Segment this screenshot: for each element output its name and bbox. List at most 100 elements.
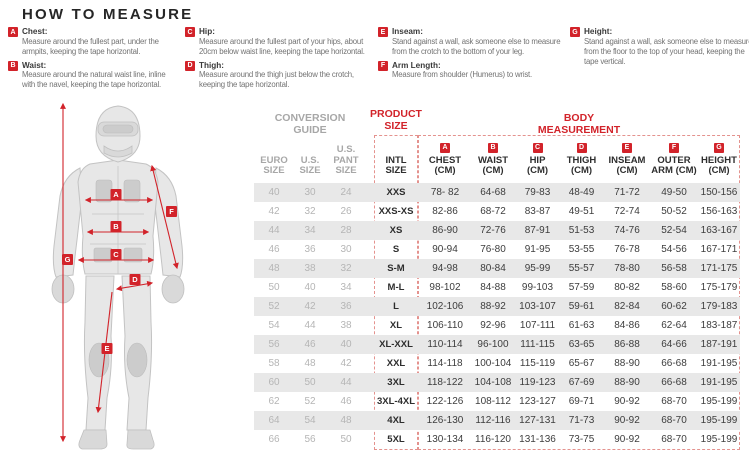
rider-left-boot [78, 429, 108, 450]
measure-letter-badge: F [378, 60, 388, 71]
table-cell: 30 [304, 187, 316, 198]
figure-label-height: G [62, 254, 73, 265]
table-cell: 80-82 [614, 282, 640, 293]
table-cell: 42 [340, 358, 352, 369]
figure-label-waist: B [110, 221, 122, 232]
table-cell: 55-57 [568, 263, 595, 274]
table-cell: 63-65 [568, 339, 595, 350]
column-header-intl-size: INTL SIZE [385, 154, 407, 177]
table-cell: 131-136 [519, 434, 556, 445]
table-cell: 91-95 [524, 244, 551, 255]
table-row: 42 32 26 XXS-XS 82-86 68-72 83-87 49-51 72-74 50-… [254, 202, 740, 221]
table-cell: 66 [268, 434, 280, 445]
table-cell: 26 [340, 206, 352, 217]
table-cell: 156-163 [700, 206, 738, 217]
instruction-content: Height: Stand against a wall, ask someone… [584, 27, 749, 67]
table-row: 56 46 40 XL-XXL 110-114 96-100 111-115 63-65 86-… [254, 335, 740, 354]
measure-instruction-a: A Chest: Measure around the fullest part, … [8, 27, 176, 57]
table-cell: 179-183 [700, 301, 738, 312]
table-cell: 86-88 [614, 339, 640, 350]
table-cell: 24 [340, 187, 352, 198]
table-cell: 38 [304, 263, 316, 274]
table-cell: 171-175 [700, 263, 738, 274]
table-cell: 68-72 [480, 206, 506, 217]
table-cell: 187-191 [700, 339, 738, 350]
table-row: 40 30 24 XXS 78- 82 64-68 79-83 48-49 71-72 49-50… [254, 183, 740, 202]
instruction-text: Stand against a wall, ask someone else t… [584, 36, 749, 66]
table-row: 66 56 50 5XL 130-134 116-120 131-136 73-75 90-92… [254, 430, 740, 449]
column-letter-badge: A [440, 142, 450, 153]
table-cell: 111-115 [520, 339, 555, 350]
table-cell: 52-54 [661, 225, 687, 236]
table-cell: 83-87 [524, 206, 551, 217]
table-row: 64 54 48 4XL 126-130 112-116 127-131 71-73 90-92… [254, 411, 740, 430]
instruction-label: Hip: [199, 27, 215, 36]
column-letter-badge: B [488, 142, 498, 153]
table-cell: 115-119 [519, 358, 556, 369]
table-cell: 130-134 [426, 434, 464, 445]
measure-instruction-d: D Thigh: Measure around the thigh just bel… [185, 60, 373, 91]
rider-right-boot [126, 429, 155, 450]
table-cell: 58 [268, 358, 280, 369]
table-cell: 44 [340, 377, 352, 388]
table-cell: 42 [304, 301, 316, 312]
cell-intl-size: XXS-XS [378, 206, 414, 217]
table-cell: 34 [340, 282, 352, 293]
table-cell: 167-171 [700, 244, 738, 255]
table-cell: 51-53 [568, 225, 595, 236]
table-cell: 100-104 [474, 358, 512, 369]
table-cell: 71-72 [614, 187, 640, 198]
figure-label-hip: C [110, 249, 122, 260]
body-measurement-outline [418, 135, 740, 450]
table-cell: 99-103 [521, 282, 554, 293]
table-cell: 88-92 [480, 301, 506, 312]
table-cell: 163-167 [700, 225, 738, 236]
instruction-content: Thigh: Measure around the thigh just belo… [199, 61, 354, 91]
table-cell: 102-106 [426, 301, 464, 312]
figure-label-inseam: E [101, 343, 113, 354]
table-cell: 48 [340, 415, 352, 426]
table-cell: 48 [268, 263, 280, 274]
table-cell: 32 [304, 206, 316, 217]
table-cell: 84-86 [614, 320, 640, 331]
table-row: 48 38 32 S-M 94-98 80-84 95-99 55-57 78-80 56-58 1… [254, 259, 740, 278]
table-cell: 58-60 [661, 282, 687, 293]
measure-instruction-e: E Inseam: Stand against a wall, ask someon… [378, 27, 566, 57]
table-cell: 195-199 [700, 415, 738, 426]
table-cell: 30 [340, 244, 352, 255]
instruction-column-1: A Chest: Measure around the fullest part, … [8, 27, 176, 94]
cell-intl-size: M-L [387, 282, 405, 293]
table-cell: 95-99 [524, 263, 551, 274]
table-cell: 42 [268, 206, 280, 217]
rider-right-glove [161, 274, 185, 304]
rider-right-knee-pad [126, 342, 148, 378]
table-cell: 50 [268, 282, 280, 293]
table-cell: 64 [268, 415, 280, 426]
table-cell: 114-118 [427, 358, 463, 369]
table-cell: 56 [268, 339, 280, 350]
table-cell: 54 [304, 415, 316, 426]
instruction-column-3: E Inseam: Stand against a wall, ask someon… [378, 27, 566, 84]
table-cell: 40 [304, 282, 316, 293]
product-size-outline [374, 135, 418, 450]
figure-letter-a: A [113, 190, 119, 199]
table-cell: 195-199 [700, 396, 738, 407]
figure-letter-f: F [169, 207, 174, 216]
cell-intl-size: XXS [386, 187, 406, 198]
cell-intl-size: XL-XXL [379, 339, 413, 350]
measure-letter-badge: A [8, 27, 18, 37]
column-header-body-2: C HIP (CM) [516, 142, 559, 177]
table-cell: 46 [304, 339, 316, 350]
instruction-label: Inseam: [392, 27, 423, 36]
table-cell: 76-78 [614, 244, 640, 255]
column-header-body-0: A CHEST (CM) [420, 142, 470, 177]
instruction-text: Measure around the thigh just below the … [199, 70, 354, 90]
table-cell: 59-61 [568, 301, 595, 312]
table-cell: 49-50 [661, 187, 687, 198]
measure-letter-badge: B [8, 60, 18, 71]
table-cell: 60-62 [661, 301, 687, 312]
column-header-body-6: G HEIGHT (CM) [698, 142, 740, 177]
rider-figure-svg: A B C D E [51, 102, 185, 450]
table-cell: 68-70 [661, 396, 687, 407]
